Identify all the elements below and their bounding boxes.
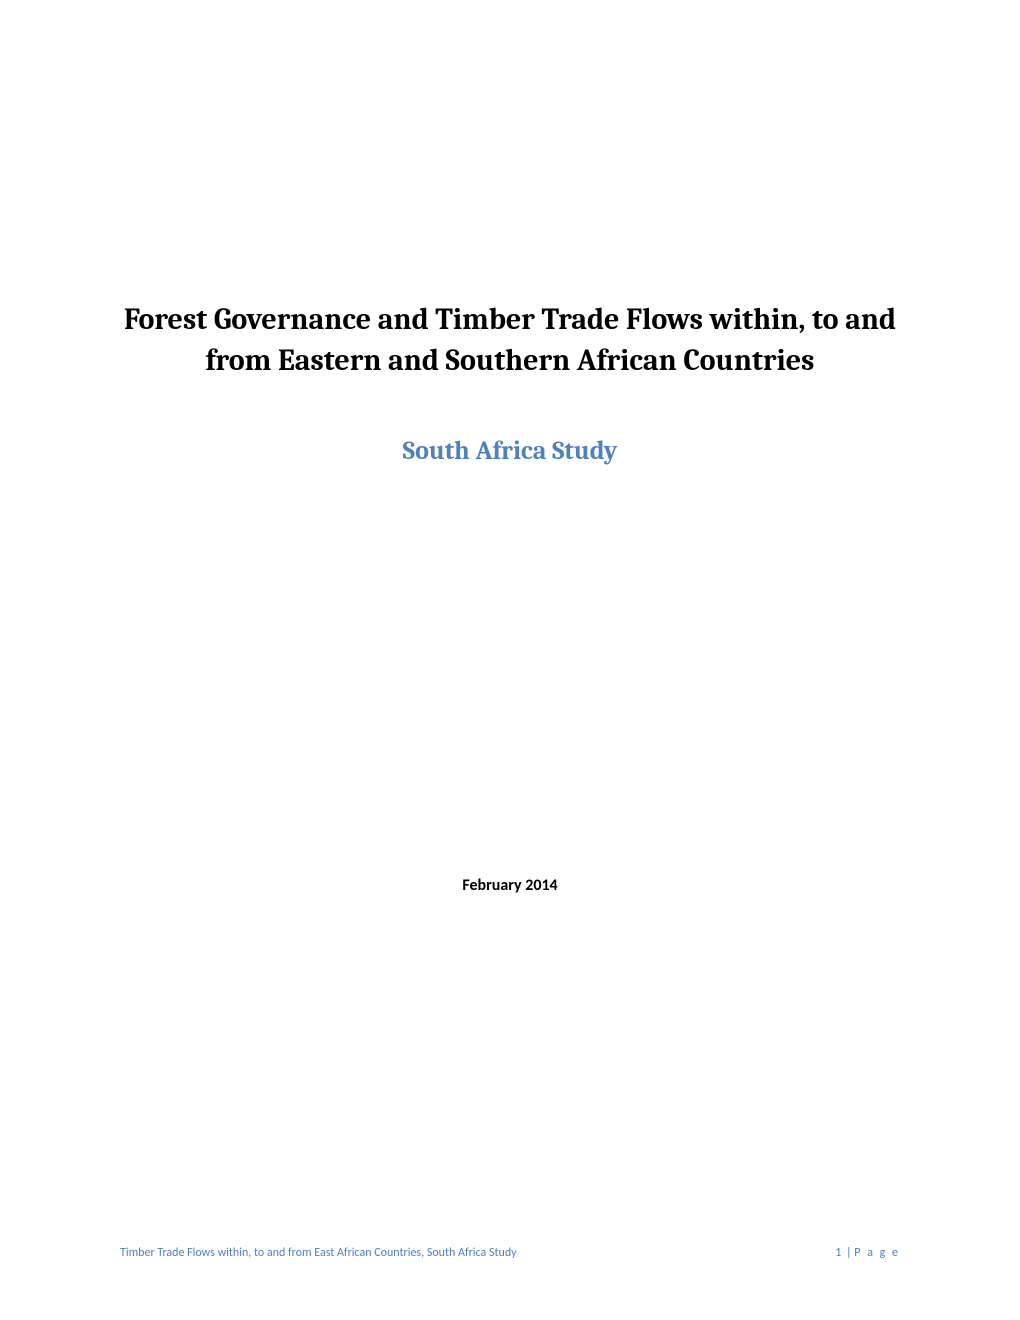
page-label: P a g e [854,1246,900,1260]
page-number-digit: 1 [835,1246,841,1260]
document-page: Forest Governance and Timber Trade Flows… [0,0,1020,1320]
main-title: Forest Governance and Timber Trade Flows… [120,300,900,381]
footer-page-number: 1 | P a g e [835,1246,900,1260]
footer-left-text: Timber Trade Flows within, to and from E… [120,1246,517,1260]
document-date: February 2014 [120,876,900,895]
subtitle: South Africa Study [120,436,900,466]
title-block: Forest Governance and Timber Trade Flows… [120,300,900,466]
page-separator: | [843,1246,854,1260]
page-footer: Timber Trade Flows within, to and from E… [120,1246,900,1260]
